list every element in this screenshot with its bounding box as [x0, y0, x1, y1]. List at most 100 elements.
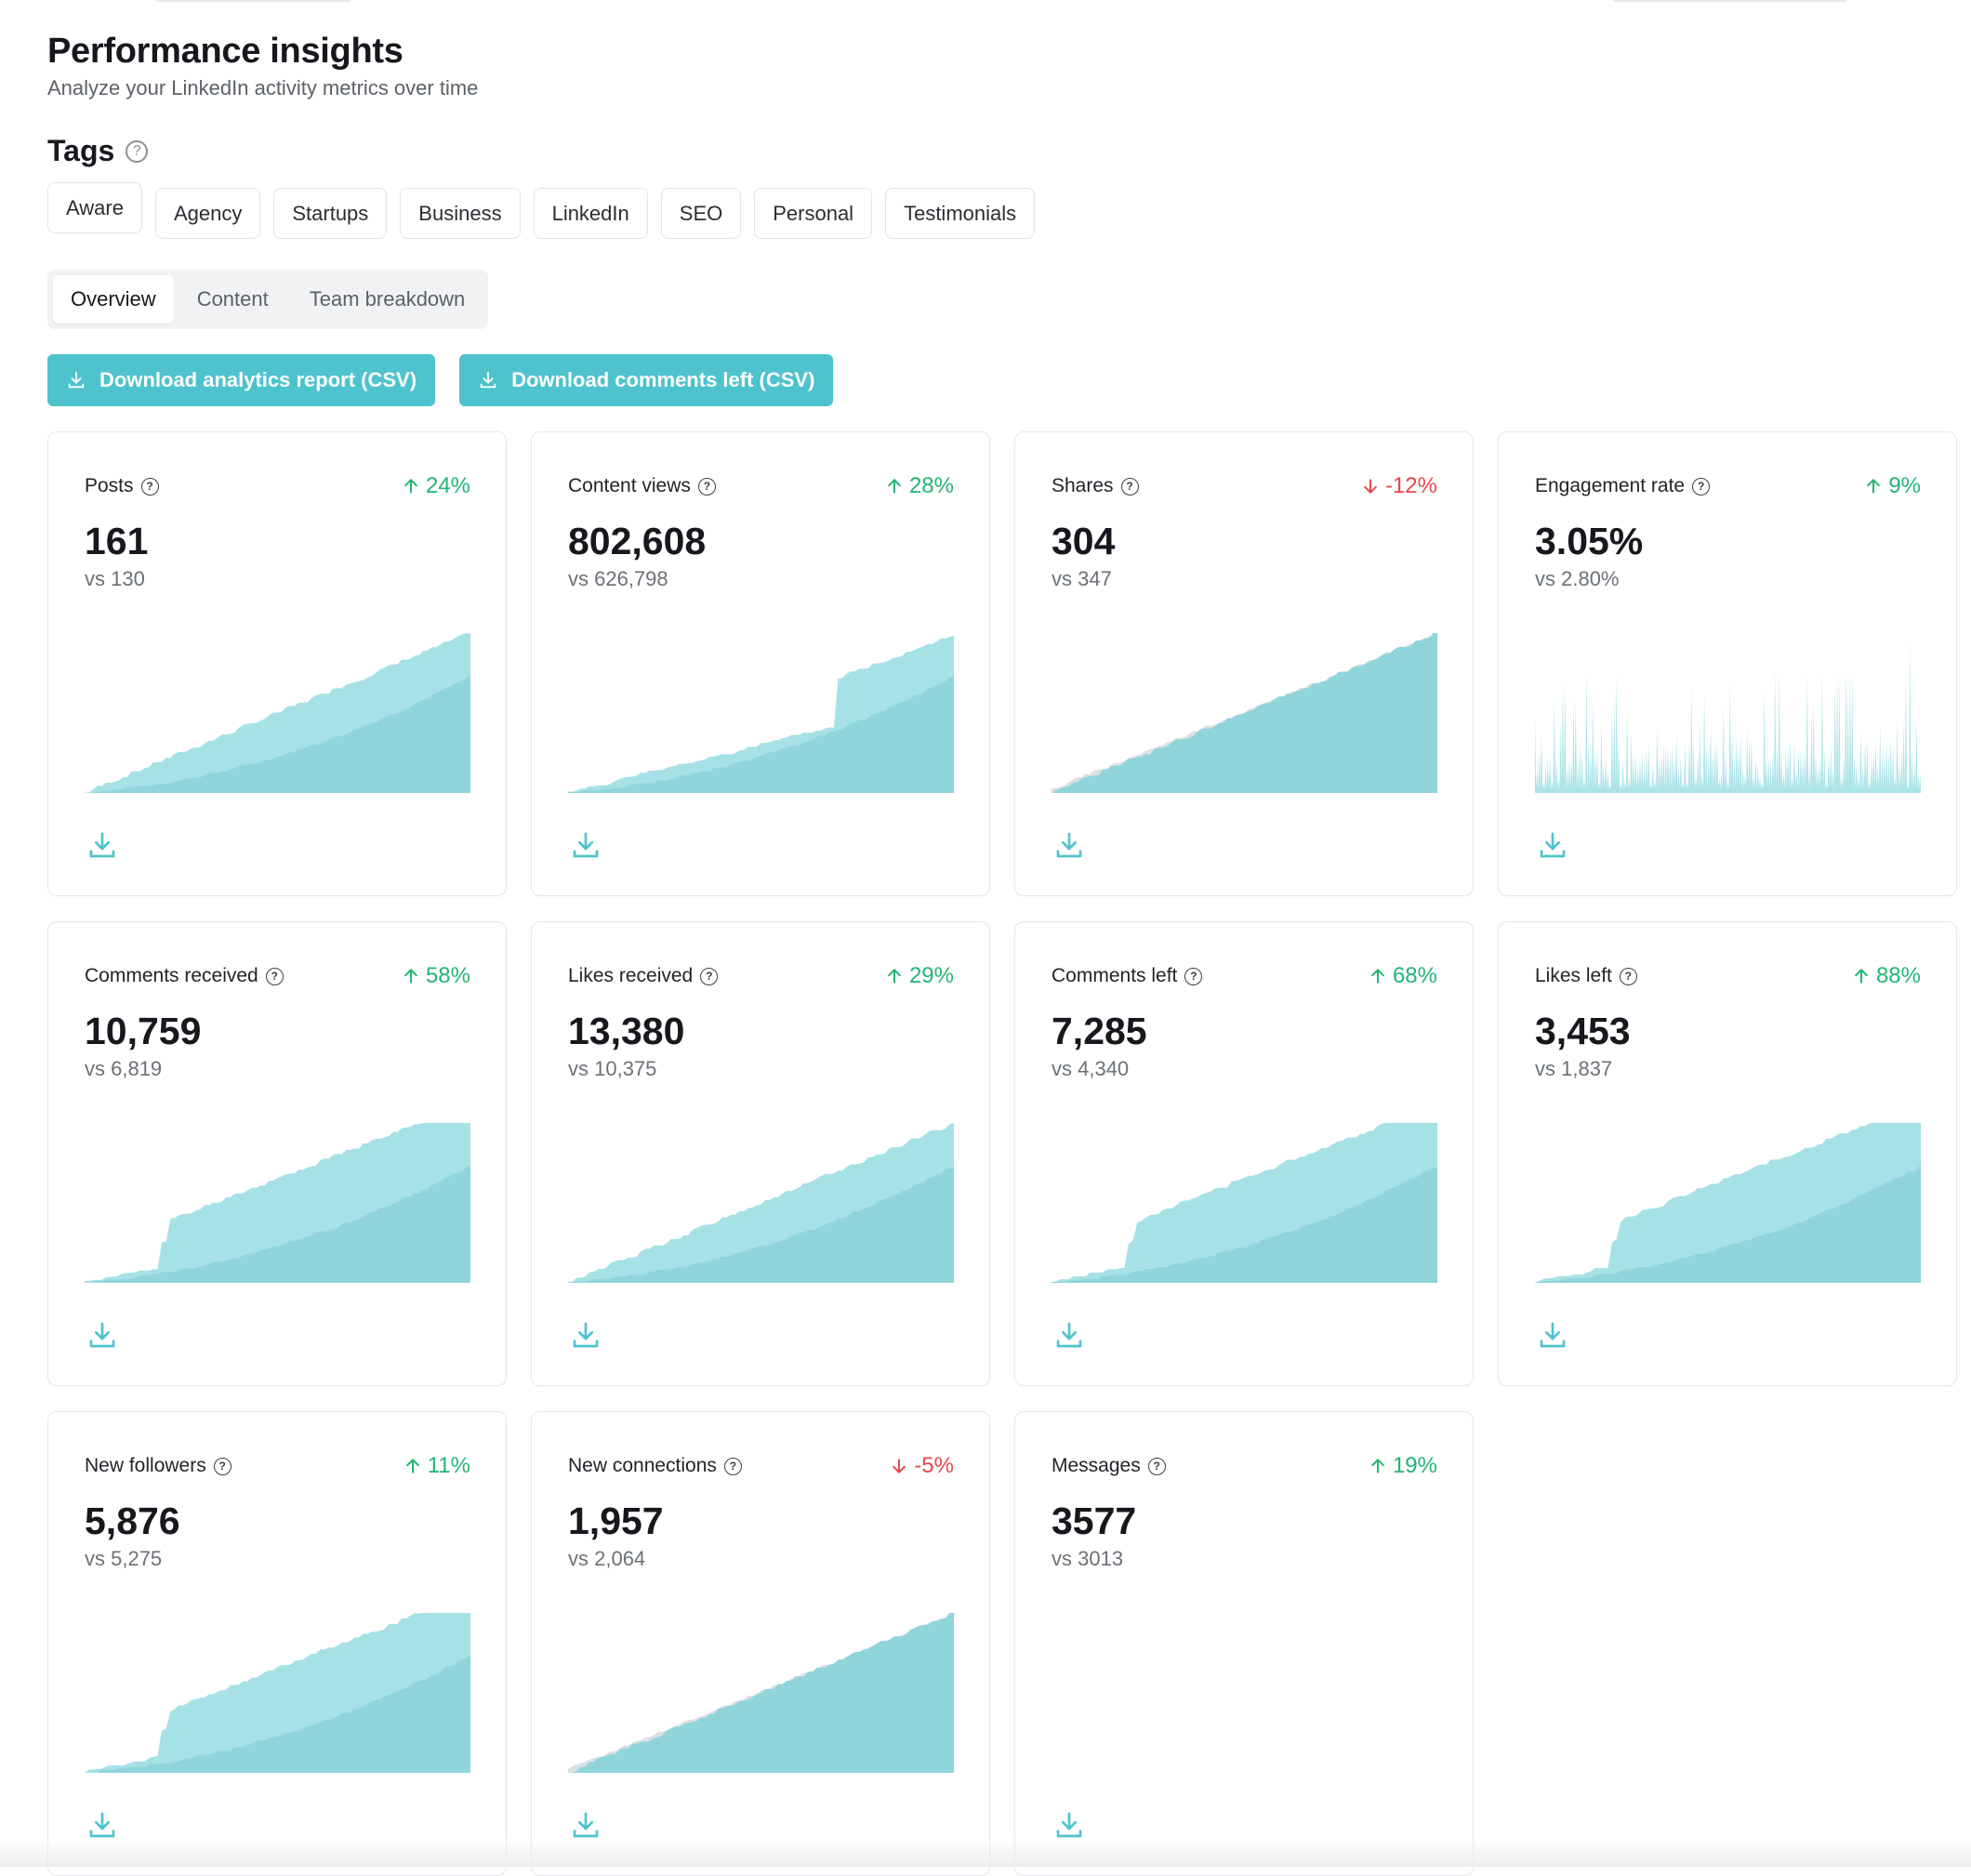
- metric-previous-value: vs 4,340: [1052, 1057, 1130, 1080]
- metric-value: 5,876: [85, 1499, 180, 1542]
- metric-value: 7,285: [1052, 1010, 1147, 1052]
- metric-change-value: -5%: [914, 1453, 954, 1478]
- download-icon[interactable]: [1054, 1810, 1084, 1840]
- metric-previous-value: vs 130: [85, 567, 145, 590]
- download-icon[interactable]: [571, 830, 601, 860]
- download-icon[interactable]: [1538, 830, 1568, 860]
- metric-card-shares: Shares? -12% 304 vs 347: [1014, 431, 1474, 896]
- metric-value: 161: [85, 520, 149, 562]
- help-icon[interactable]: ?: [697, 477, 716, 495]
- download-icon[interactable]: [1054, 1320, 1084, 1350]
- download-analytics-report-button[interactable]: Download analytics report (CSV): [47, 354, 436, 406]
- metric-value: 10,759: [85, 1010, 202, 1052]
- metric-previous-value: vs 3013: [1052, 1547, 1124, 1570]
- metric-previous-value: vs 347: [1052, 567, 1112, 590]
- metric-sparkline-chart: [1052, 1123, 1437, 1283]
- metric-previous-value: vs 5,275: [85, 1547, 163, 1570]
- help-icon[interactable]: ?: [1147, 1457, 1166, 1475]
- metric-change-value: 19%: [1392, 1453, 1437, 1478]
- metric-label: Messages?: [1052, 1455, 1166, 1477]
- metric-change: 29%: [885, 963, 954, 989]
- metric-previous-value: vs 6,819: [85, 1057, 163, 1080]
- metric-sparkline-chart: [1052, 633, 1437, 793]
- help-icon[interactable]: ?: [265, 967, 284, 985]
- metric-change: 58%: [402, 963, 470, 989]
- tag-business[interactable]: Business: [400, 188, 521, 239]
- metric-change: 9%: [1864, 473, 1921, 499]
- arrow-down-icon: [893, 1459, 906, 1473]
- engagement-area: [1535, 641, 1921, 793]
- tab-overview[interactable]: Overview: [53, 275, 174, 324]
- download-icon: [480, 371, 496, 389]
- metric-change-value: 68%: [1392, 963, 1437, 988]
- download-icon: [68, 371, 85, 389]
- metric-change: 68%: [1369, 963, 1437, 989]
- download-icon[interactable]: [87, 1810, 117, 1840]
- metric-label: New connections?: [568, 1455, 742, 1477]
- help-icon[interactable]: ?: [700, 967, 719, 985]
- download-comments-label: Download comments left (CSV): [511, 368, 815, 391]
- help-icon[interactable]: ?: [1692, 477, 1711, 495]
- metric-change-value: 24%: [425, 473, 470, 498]
- metric-sparkline-chart: [85, 633, 470, 793]
- tag-list: Aware Agency Startups Business LinkedIn …: [47, 182, 1036, 239]
- metric-card-comments-left: Comments left? 68% 7,285 vs 4,340: [1014, 921, 1474, 1386]
- arrow-down-icon: [1364, 479, 1377, 494]
- metric-label-text: New connections: [568, 1455, 717, 1476]
- download-icon[interactable]: [87, 1320, 117, 1350]
- help-icon[interactable]: ?: [723, 1457, 742, 1475]
- metric-change-value: 88%: [1875, 963, 1921, 988]
- help-icon[interactable]: ?: [1184, 967, 1203, 985]
- tag-agency[interactable]: Agency: [154, 188, 261, 239]
- download-icon[interactable]: [571, 1810, 601, 1840]
- metric-change: 11%: [403, 1453, 470, 1479]
- help-icon[interactable]: ?: [140, 477, 159, 495]
- top-border-fragment: [1613, 0, 1845, 2]
- tag-linkedin[interactable]: LinkedIn: [533, 188, 648, 239]
- help-icon[interactable]: ?: [213, 1457, 231, 1475]
- tag-testimonials[interactable]: Testimonials: [885, 188, 1036, 239]
- help-icon[interactable]: ?: [126, 139, 149, 163]
- metric-change: 19%: [1369, 1453, 1437, 1479]
- metric-value: 13,380: [568, 1010, 685, 1052]
- metric-previous-value: vs 2.80%: [1535, 567, 1620, 590]
- arrow-up-icon: [1371, 1459, 1384, 1473]
- previous-period-area: [85, 1656, 470, 1773]
- download-icon[interactable]: [87, 830, 117, 860]
- metric-change-value: 11%: [427, 1453, 470, 1478]
- tag-startups[interactable]: Startups: [273, 188, 388, 239]
- metric-change: -12%: [1361, 473, 1437, 499]
- download-icon[interactable]: [571, 1320, 601, 1350]
- help-icon[interactable]: ?: [1619, 967, 1637, 985]
- tab-team-breakdown[interactable]: Team breakdown: [309, 287, 466, 310]
- download-comments-left-button[interactable]: Download comments left (CSV): [459, 354, 834, 406]
- arrow-up-icon: [404, 969, 417, 984]
- tag-seo[interactable]: SEO: [660, 188, 742, 239]
- metric-card-likes-received: Likes received? 29% 13,380 vs 10,375: [531, 921, 990, 1386]
- arrow-up-icon: [404, 479, 417, 494]
- previous-period-area: [568, 675, 954, 793]
- metric-label: Comments received?: [85, 965, 284, 987]
- metric-change: 28%: [885, 473, 954, 499]
- metric-value: 1,957: [568, 1499, 664, 1542]
- metric-change: -5%: [890, 1453, 954, 1479]
- download-icon[interactable]: [1538, 1320, 1568, 1350]
- tab-content[interactable]: Content: [196, 287, 269, 310]
- metric-change: 24%: [402, 473, 470, 499]
- previous-period-area: [85, 674, 470, 793]
- tag-personal[interactable]: Personal: [754, 188, 873, 239]
- metric-previous-value: vs 626,798: [568, 567, 668, 590]
- metric-label-text: Posts: [85, 475, 134, 496]
- metric-sparkline-chart: [1535, 1123, 1921, 1283]
- download-icon[interactable]: [1054, 830, 1084, 860]
- previous-period-area: [568, 1166, 954, 1283]
- metric-change: 88%: [1852, 963, 1921, 989]
- metric-change-value: 58%: [425, 963, 470, 988]
- metric-label-text: New followers: [85, 1455, 206, 1476]
- previous-period-area: [1535, 1165, 1921, 1283]
- metric-label: Posts?: [85, 475, 159, 497]
- view-tabs: Overview Content Team breakdown: [47, 270, 489, 329]
- help-icon[interactable]: ?: [1120, 477, 1139, 495]
- page-subtitle: Analyze your LinkedIn activity metrics o…: [47, 76, 479, 99]
- tag-aware[interactable]: Aware: [47, 182, 142, 233]
